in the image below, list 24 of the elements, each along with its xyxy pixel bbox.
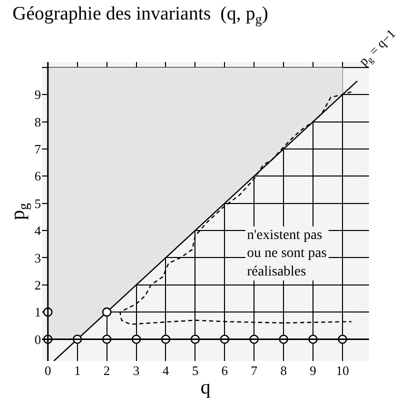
x-tick-label: 4 — [162, 363, 170, 378]
y-tick-label: 0 — [34, 332, 41, 347]
y-tick-label: 9 — [34, 87, 41, 102]
x-axis-title: q — [200, 376, 210, 398]
x-tick-label: 6 — [221, 363, 228, 378]
y-tick-label: 5 — [34, 196, 41, 211]
x-tick-label: 1 — [74, 363, 81, 378]
chart-title: Géographie des invariants (q, p$_{g}$) — [12, 3, 268, 26]
x-tick-label: 3 — [133, 363, 140, 378]
x-tick-label: 2 — [104, 363, 110, 378]
y-tick-label: 8 — [34, 114, 41, 130]
y-tick-label: 3 — [34, 250, 41, 266]
x-tick-label: 0 — [44, 363, 52, 378]
y-tick-label: 4 — [34, 223, 42, 238]
y-tick-label: 1 — [34, 304, 41, 320]
x-tick-label: 10 — [336, 363, 349, 378]
y-tick-label: 2 — [34, 277, 41, 292]
x-tick-label: 9 — [310, 363, 316, 378]
x-tick-label: 8 — [280, 363, 287, 378]
y-tick-label: 6 — [34, 168, 42, 184]
x-tick-label: 5 — [192, 363, 198, 378]
x-tick-label: 7 — [250, 363, 258, 378]
annotation: n'existent pas ou ne sont pas réalisables — [247, 228, 327, 280]
y-tick-label: 7 — [34, 142, 42, 157]
